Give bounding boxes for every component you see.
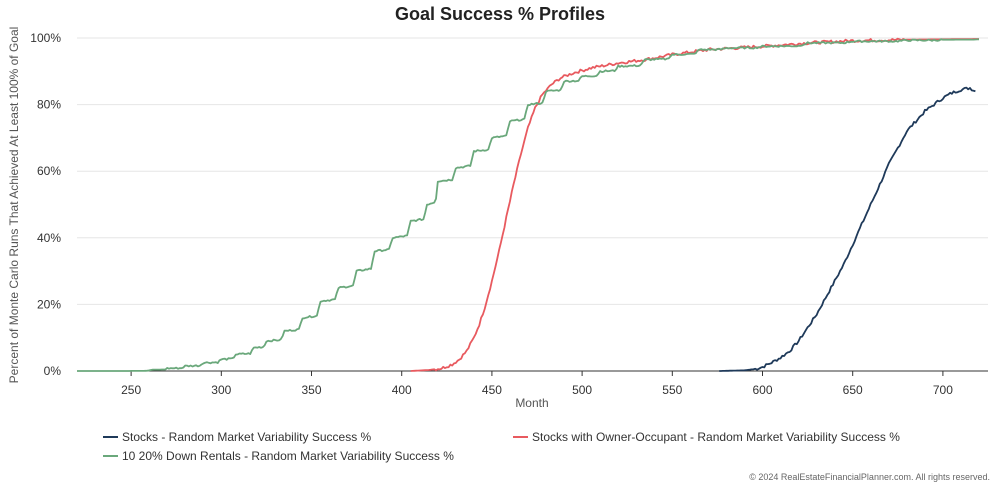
x-tick-label: 250: [121, 383, 141, 397]
legend-item-stocks[interactable]: Stocks - Random Market Variability Succe…: [103, 430, 372, 444]
x-tick-label: 700: [933, 383, 953, 397]
x-tick-label: 300: [211, 383, 231, 397]
x-tick-label: 400: [392, 383, 412, 397]
owner-occupant-line: [410, 37, 979, 372]
series-lines: [77, 37, 980, 372]
legend-item-owner-occupant[interactable]: Stocks with Owner-Occupant - Random Mark…: [513, 430, 900, 444]
legend[interactable]: Stocks - Random Market Variability Succe…: [103, 430, 900, 463]
y-tick-label: 100%: [30, 31, 61, 45]
y-tick-label: 20%: [37, 297, 61, 311]
legend-label: 10 20% Down Rentals - Random Market Vari…: [122, 449, 454, 463]
y-tick-label: 80%: [37, 98, 61, 112]
chart-title: Goal Success % Profiles: [395, 4, 605, 24]
y-tick-label: 60%: [37, 164, 61, 178]
x-axis-ticks: 250 300 350 400 450 500 550 600 650 700: [121, 371, 953, 397]
legend-label: Stocks with Owner-Occupant - Random Mark…: [532, 430, 900, 444]
x-tick-label: 600: [752, 383, 772, 397]
y-axis-label: Percent of Monte Carlo Runs That Achieve…: [7, 27, 21, 384]
stocks-line: [719, 86, 976, 372]
rentals-line: [77, 38, 980, 372]
copyright-text: © 2024 RealEstateFinancialPlanner.com. A…: [749, 472, 990, 482]
x-tick-label: 450: [482, 383, 502, 397]
grid: [77, 37, 988, 305]
legend-label: Stocks - Random Market Variability Succe…: [122, 430, 372, 444]
x-tick-label: 500: [572, 383, 592, 397]
y-tick-label: 40%: [37, 231, 61, 245]
x-axis-label: Month: [515, 396, 548, 410]
legend-item-rentals[interactable]: 10 20% Down Rentals - Random Market Vari…: [103, 449, 454, 463]
y-axis-ticks: 0% 20% 40% 60% 80% 100%: [30, 31, 61, 378]
x-tick-label: 550: [662, 383, 682, 397]
y-tick-label: 0%: [44, 364, 62, 378]
x-tick-label: 650: [843, 383, 863, 397]
x-tick-label: 350: [301, 383, 321, 397]
